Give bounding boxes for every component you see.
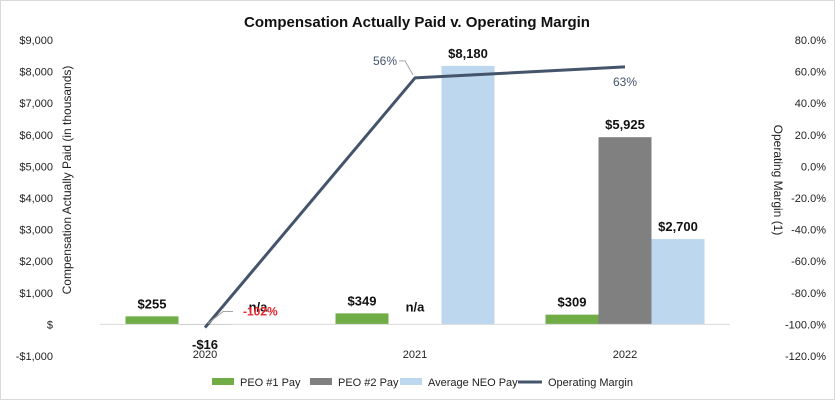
y2-tick-label: -100.0% [785, 319, 826, 331]
data-label: $2,700 [658, 219, 698, 234]
legend-item-operating-margin: Operating Margin [518, 377, 633, 389]
bar-peo-1-pay-2022 [545, 314, 599, 325]
legend-label: Average NEO Pay [428, 377, 518, 389]
y2-axis-label: Operating Margin (1) [771, 125, 785, 236]
y-tick-label: $ [47, 319, 53, 331]
legend-swatch [212, 378, 234, 385]
data-label-na: n/a [249, 299, 269, 314]
bar-peo-2-pay-2022 [598, 137, 652, 325]
y2-axis-ticks: -120.0% -100.0% -80.0% -60.0% -40.0% -20.0% 0.… [785, 35, 826, 363]
data-label: $255 [138, 296, 167, 311]
chart-title: Compensation Actually Paid v. Operating … [244, 14, 590, 31]
y-axis-ticks: -$1,000 $ $1,000 $2,000 $3,000 $4,000 $5,000 $6… [16, 35, 53, 363]
data-label: -$16 [192, 337, 218, 352]
legend-item-average-neo-pay: Average NEO Pay [400, 377, 518, 389]
operating-margin-polyline [203, 65, 626, 329]
y-tick-label: $8,000 [19, 67, 53, 79]
data-label: $309 [558, 295, 587, 310]
y2-tick-label: -40.0% [791, 225, 826, 237]
y-tick-label: $5,000 [19, 161, 53, 173]
bar-average-neo-pay-2021 [441, 65, 495, 325]
legend: PEO #1 Pay PEO #2 Pay Average NEO Pay Opera… [212, 377, 633, 389]
y2-tick-label: 60.0% [795, 67, 826, 79]
y-tick-label: $4,000 [19, 193, 53, 205]
bar-peo-1-pay-2021 [335, 313, 389, 325]
legend-label: Operating Margin [548, 377, 633, 389]
x-tick-label: 2022 [613, 349, 637, 361]
legend-label: PEO #1 Pay [240, 377, 301, 389]
y-tick-label: $3,000 [19, 225, 53, 237]
y-tick-label: $9,000 [19, 35, 53, 47]
y2-tick-label: 80.0% [795, 35, 826, 47]
line-label: 63% [613, 75, 637, 89]
y-axis-label: Compensation Actually Paid (in thousands… [60, 66, 74, 295]
bar-peo-1-pay-2020 [125, 316, 179, 325]
y2-tick-label: -120.0% [785, 351, 826, 363]
y-tick-label: -$1,000 [16, 351, 53, 363]
y2-tick-label: 0.0% [801, 161, 826, 173]
y-tick-label: $6,000 [19, 130, 53, 142]
legend-swatch [310, 378, 332, 385]
data-label: $349 [348, 293, 377, 308]
legend-item-peo-2-pay: PEO #2 Pay [310, 377, 399, 389]
y2-tick-label: -80.0% [791, 288, 826, 300]
leader-line [399, 60, 414, 76]
y2-tick-label: 20.0% [795, 130, 826, 142]
y-tick-label: $1,000 [19, 288, 53, 300]
data-label-na: n/a [406, 299, 426, 314]
y2-tick-label: -20.0% [791, 193, 826, 205]
bar-average-neo-pay-2022 [651, 239, 705, 325]
line-label: -102% [243, 305, 278, 319]
data-labels: $255 -$16 n/a $349 n/a $8,180 $309 $5,925 $2,700… [138, 46, 698, 352]
data-label: $8,180 [448, 46, 488, 61]
data-label: $5,925 [605, 117, 645, 132]
legend-item-peo-1-pay: PEO #1 Pay [212, 377, 301, 389]
legend-label: PEO #2 Pay [338, 377, 399, 389]
y2-tick-label: -60.0% [791, 256, 826, 268]
bars [125, 65, 705, 325]
x-tick-label: 2021 [403, 349, 427, 361]
y-tick-label: $7,000 [19, 98, 53, 110]
y-tick-label: $2,000 [19, 256, 53, 268]
y2-tick-label: 40.0% [795, 98, 826, 110]
line-label: 56% [373, 54, 397, 68]
leader-line [207, 311, 233, 324]
operating-margin-line [203, 65, 626, 329]
x-tick-label: 2020 [193, 349, 217, 361]
legend-swatch [400, 378, 422, 385]
x-axis-ticks: 2020 2021 2022 [193, 349, 637, 361]
